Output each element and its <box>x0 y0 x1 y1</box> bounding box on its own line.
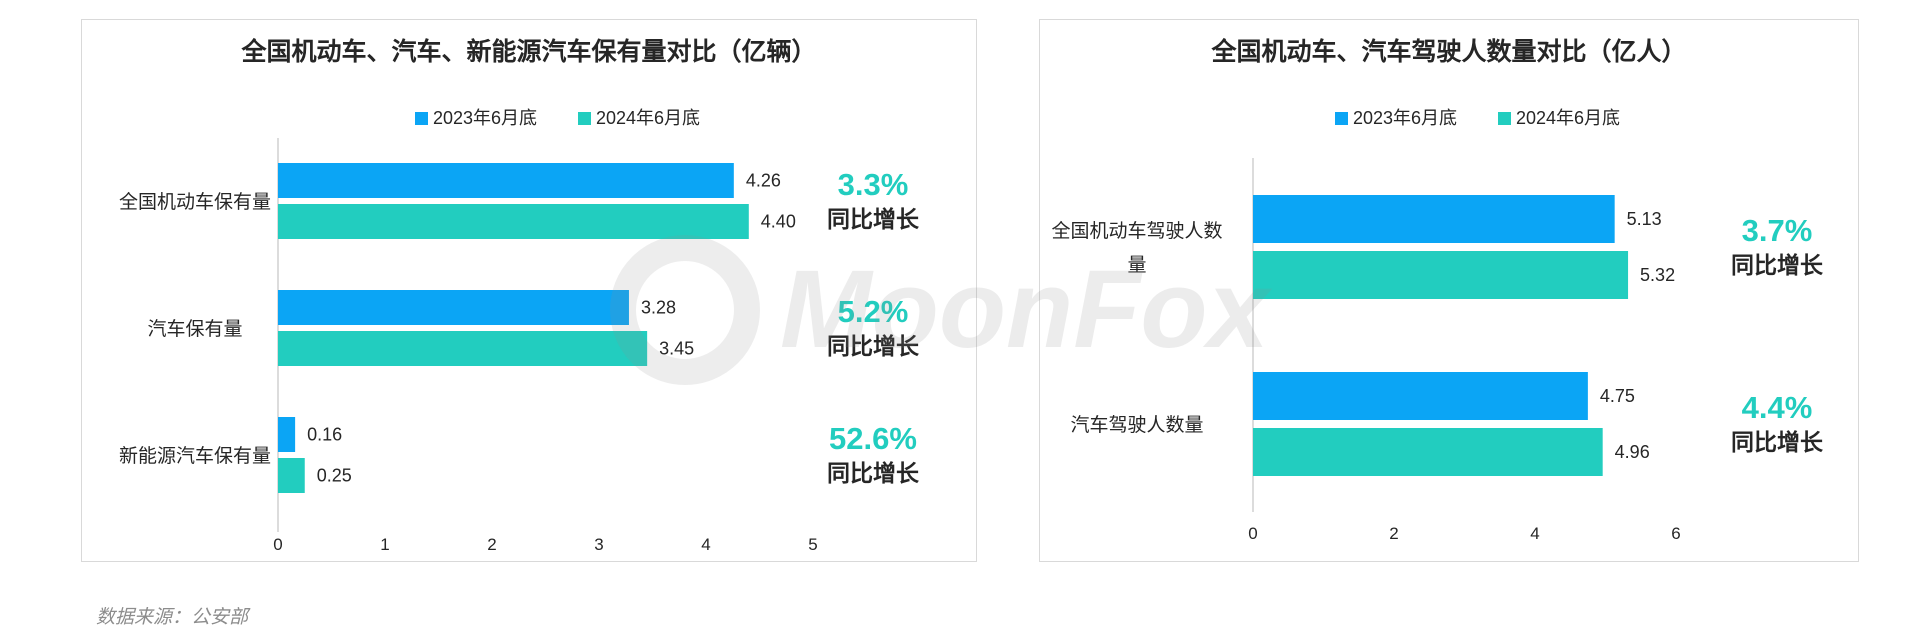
bar-value-label: 0.16 <box>307 425 342 445</box>
bar-2024 <box>1253 428 1603 476</box>
x-tick-label: 2 <box>487 535 496 554</box>
growth-caption: 同比增长 <box>827 333 920 359</box>
bar-2024 <box>278 204 749 239</box>
bar-2024 <box>278 331 648 366</box>
bar-value-label: 5.13 <box>1627 209 1662 229</box>
x-tick-label: 4 <box>1530 524 1539 543</box>
bar-2023 <box>1253 195 1615 243</box>
legend-swatch-2 <box>1498 112 1511 125</box>
bar-value-label: 4.75 <box>1600 386 1635 406</box>
growth-caption: 同比增长 <box>827 206 920 232</box>
growth-caption: 同比增长 <box>827 460 920 486</box>
legend-label-2: 2024年6月底 <box>596 108 700 128</box>
chart-panel-vehicles: 全国机动车、汽车、新能源汽车保有量对比（亿辆） 2023年6月底 2024年6月底 0… <box>81 19 977 562</box>
chart-panel-drivers: 全国机动车、汽车驾驶人数量对比（亿人） 2023年6月底 2024年6月底 0 2 4 6 5… <box>1039 19 1859 562</box>
bar-value-label: 0.25 <box>317 466 352 486</box>
growth-rate: 5.2% <box>838 294 909 329</box>
x-tick-label: 2 <box>1389 524 1398 543</box>
bar-2023 <box>278 290 629 325</box>
growth-rate: 4.4% <box>1742 390 1813 425</box>
legend-label-1: 2023年6月底 <box>433 108 537 128</box>
legend-swatch-1 <box>415 112 428 125</box>
bar-value-label: 4.40 <box>761 212 796 232</box>
category-label: 汽车保有量 <box>147 318 242 340</box>
bar-value-label: 4.26 <box>746 171 781 191</box>
x-tick-label: 3 <box>594 535 603 554</box>
bar-value-label: 3.45 <box>659 339 694 359</box>
bar-value-label: 5.32 <box>1640 265 1675 285</box>
bar-2023 <box>278 163 734 198</box>
bar-2023 <box>278 417 296 452</box>
legend-swatch-1 <box>1335 112 1348 125</box>
legend-label-2: 2024年6月底 <box>1516 108 1620 128</box>
category-label: 全国机动车保有量 <box>119 191 271 213</box>
source-note: 数据来源：公安部 <box>96 607 249 628</box>
chart-title: 全国机动车、汽车、新能源汽车保有量对比（亿辆） <box>240 37 816 66</box>
driver-count-chart: 全国机动车、汽车驾驶人数量对比（亿人） 2023年6月底 2024年6月底 0 2 4 6 5… <box>1051 37 1824 543</box>
vehicle-ownership-chart: 全国机动车、汽车、新能源汽车保有量对比（亿辆） 2023年6月底 2024年6月底 0… <box>119 37 920 554</box>
bar-value-label: 3.28 <box>641 298 676 318</box>
growth-rate: 3.3% <box>838 167 909 202</box>
x-tick-label: 0 <box>1248 524 1257 543</box>
growth-caption: 同比增长 <box>1731 429 1824 455</box>
x-tick-label: 4 <box>701 535 710 554</box>
category-label: 全国机动车驾驶人数量 <box>1051 220 1222 276</box>
legend-swatch-2 <box>578 112 591 125</box>
bar-2024 <box>278 458 305 493</box>
x-tick-label: 6 <box>1671 524 1680 543</box>
legend-label-1: 2023年6月底 <box>1353 108 1457 128</box>
bar-2024 <box>1253 251 1629 299</box>
category-label: 新能源汽车保有量 <box>119 445 271 467</box>
x-tick-label: 1 <box>380 535 389 554</box>
bar-2023 <box>1253 372 1588 420</box>
bar-value-label: 4.96 <box>1615 442 1650 462</box>
growth-caption: 同比增长 <box>1731 252 1824 278</box>
chart-title: 全国机动车、汽车驾驶人数量对比（亿人） <box>1210 37 1686 66</box>
category-label: 汽车驾驶人数量 <box>1070 414 1203 436</box>
x-tick-label: 5 <box>808 535 817 554</box>
growth-rate: 52.6% <box>829 421 917 456</box>
growth-rate: 3.7% <box>1742 213 1813 248</box>
x-tick-label: 0 <box>273 535 282 554</box>
